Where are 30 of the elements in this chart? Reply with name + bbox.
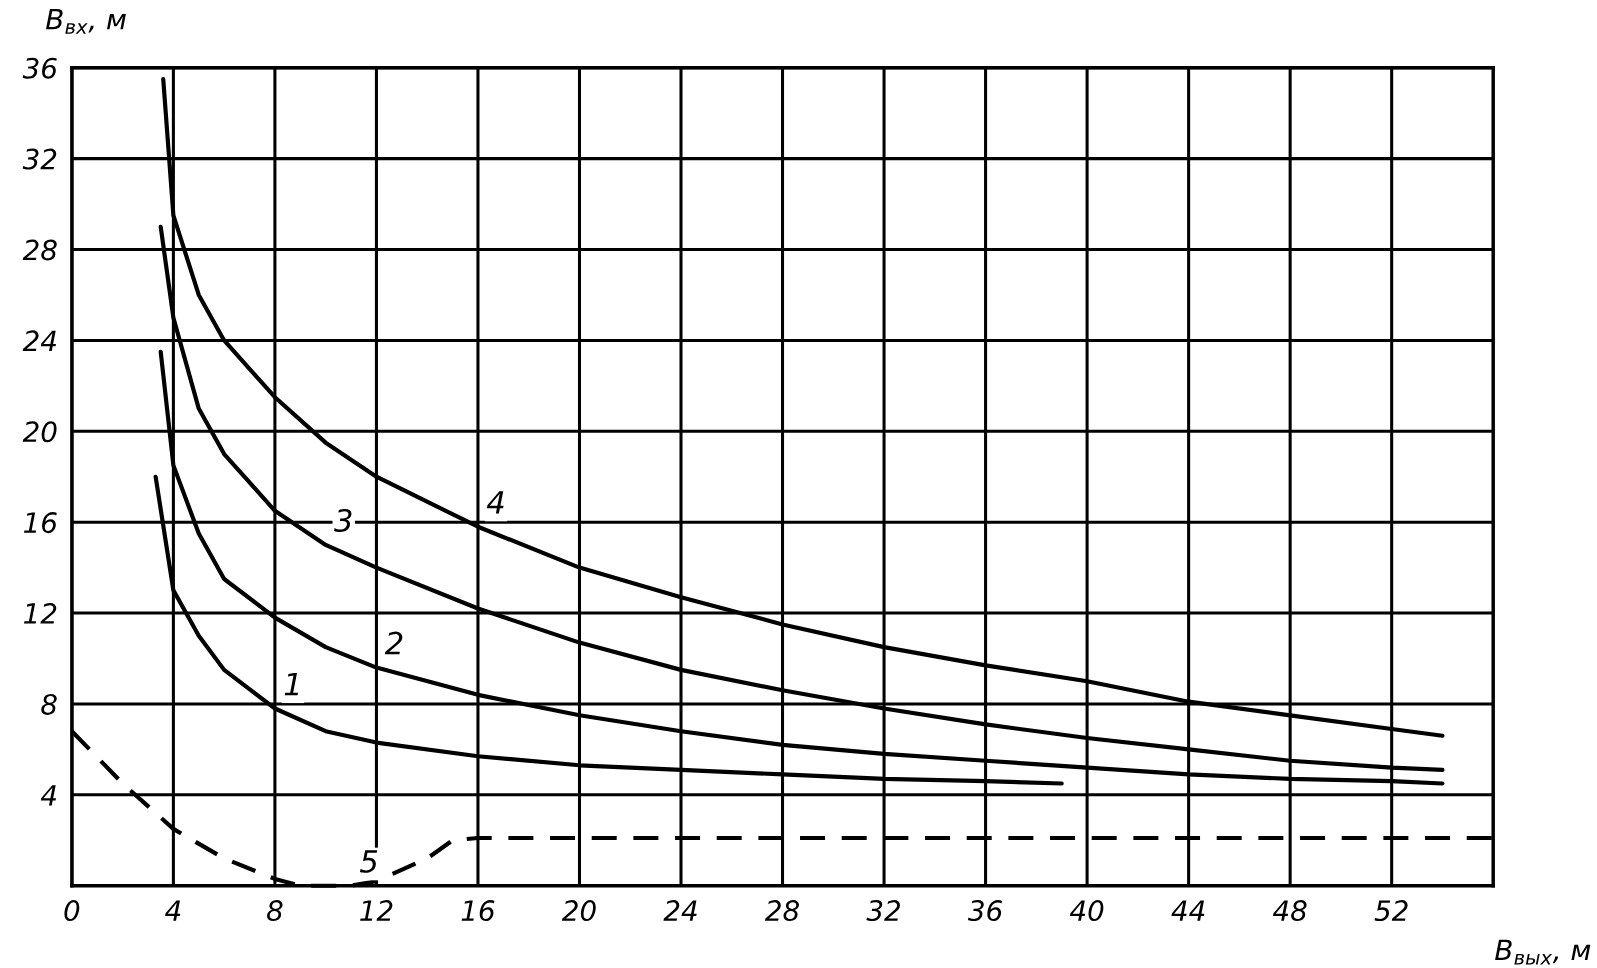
x-tick-label: 24 [663, 900, 697, 921]
series-label: 3 [334, 508, 352, 533]
x-tick-label: 8 [267, 900, 283, 922]
x-tick-label: 12 [360, 900, 393, 921]
y-tick-label: 20 [22, 421, 57, 443]
y-tick-label: 4 [40, 785, 56, 806]
x-axis-title: B$_{вых}$, м [1495, 939, 1591, 965]
x-tick-label: 44 [1171, 900, 1205, 921]
y-tick-label: 32 [22, 148, 57, 170]
x-tick-label: 32 [866, 900, 900, 922]
y-tick-label: 16 [23, 512, 57, 534]
series-label: 5 [360, 850, 378, 873]
x-tick-label: 28 [764, 900, 799, 922]
x-tick-label: 48 [1272, 900, 1307, 922]
y-axis-title: B$_{вх}$, м [45, 8, 126, 34]
x-tick-label: 52 [1374, 900, 1408, 922]
y-tick-label: 24 [22, 330, 56, 351]
series-label: 2 [384, 631, 403, 655]
x-tick-label: 20 [561, 900, 596, 922]
series-label: 1 [284, 672, 299, 696]
x-tick-label: 40 [1069, 900, 1104, 922]
x-tick-label: 0 [64, 900, 80, 922]
y-tick-label: 8 [41, 693, 57, 715]
x-tick-label: 4 [165, 900, 181, 921]
series-label: 4 [486, 491, 504, 514]
y-tick-label: 36 [22, 57, 57, 79]
x-tick-label: 16 [461, 900, 495, 922]
y-tick-label: 28 [22, 239, 57, 261]
y-tick-label: 12 [23, 603, 57, 624]
x-tick-label: 36 [967, 900, 1003, 922]
